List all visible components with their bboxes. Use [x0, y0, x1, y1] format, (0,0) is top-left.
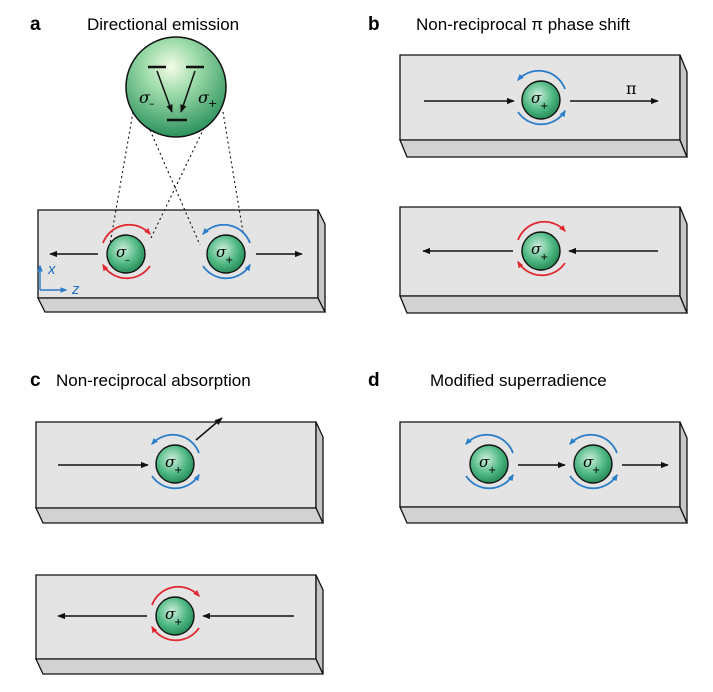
svg-text:σ: σ	[479, 453, 490, 471]
svg-text:σ: σ	[531, 240, 542, 258]
zoom-projection-lines	[109, 111, 244, 246]
coordinate-axes: x z	[37, 261, 80, 298]
atom-sigma-plus: σ +	[151, 585, 200, 642]
panel-d-label: d	[368, 370, 380, 391]
svg-text:σ: σ	[531, 89, 542, 107]
axis-z-label: z	[71, 281, 80, 298]
svg-text:σ: σ	[216, 243, 227, 261]
panel-a: a Directional emission σ – σ +	[30, 14, 327, 313]
svg-text:+: +	[174, 617, 182, 628]
svg-text:+: +	[225, 255, 233, 266]
atom-sigma-plus: σ +	[202, 223, 251, 280]
atom-sigma-plus: σ +	[517, 220, 566, 277]
level-scheme-zoom: σ – σ +	[125, 36, 227, 138]
panel-c: c Non-reciprocal absorption σ +	[30, 370, 325, 675]
svg-text:+: +	[592, 465, 600, 476]
svg-text:+: +	[174, 465, 182, 476]
svg-text:σ: σ	[583, 453, 594, 471]
atom-sigma-minus: σ –	[102, 223, 151, 280]
zoom-sigma-minus: σ	[139, 88, 151, 107]
svg-text:–: –	[149, 97, 155, 110]
zoom-sigma-plus: σ	[198, 88, 210, 107]
svg-text:+: +	[208, 97, 217, 110]
panel-b: b Non-reciprocal π phase shift σ + π	[368, 14, 688, 314]
atom-sigma-plus: σ +	[151, 433, 200, 490]
panel-a-title: Directional emission	[87, 15, 239, 34]
svg-text:+: +	[540, 252, 548, 263]
axis-x-label: x	[47, 261, 56, 278]
atom-2-sigma-plus: σ +	[569, 433, 618, 490]
svg-text:–: –	[125, 255, 130, 266]
svg-text:+: +	[540, 101, 548, 112]
panel-d-title: Modified superradience	[430, 371, 607, 390]
scattered-out-arrow	[195, 417, 223, 441]
panel-d: d Modified superradience σ + σ +	[368, 370, 688, 524]
svg-text:+: +	[488, 465, 496, 476]
panel-c-title: Non-reciprocal absorption	[56, 371, 251, 390]
phase-label: π	[626, 79, 637, 98]
svg-text:σ: σ	[165, 453, 176, 471]
panel-b-label: b	[368, 14, 380, 35]
svg-text:σ: σ	[165, 605, 176, 623]
waveguide-slab	[36, 209, 327, 313]
panel-c-label: c	[30, 370, 41, 391]
waveguide-slab	[399, 421, 688, 524]
panel-a-label: a	[30, 14, 41, 35]
atom-1-sigma-plus: σ +	[465, 433, 514, 490]
svg-text:σ: σ	[116, 243, 127, 261]
panel-b-title: Non-reciprocal π phase shift	[416, 15, 630, 34]
atom-sigma-plus: σ +	[517, 69, 566, 126]
